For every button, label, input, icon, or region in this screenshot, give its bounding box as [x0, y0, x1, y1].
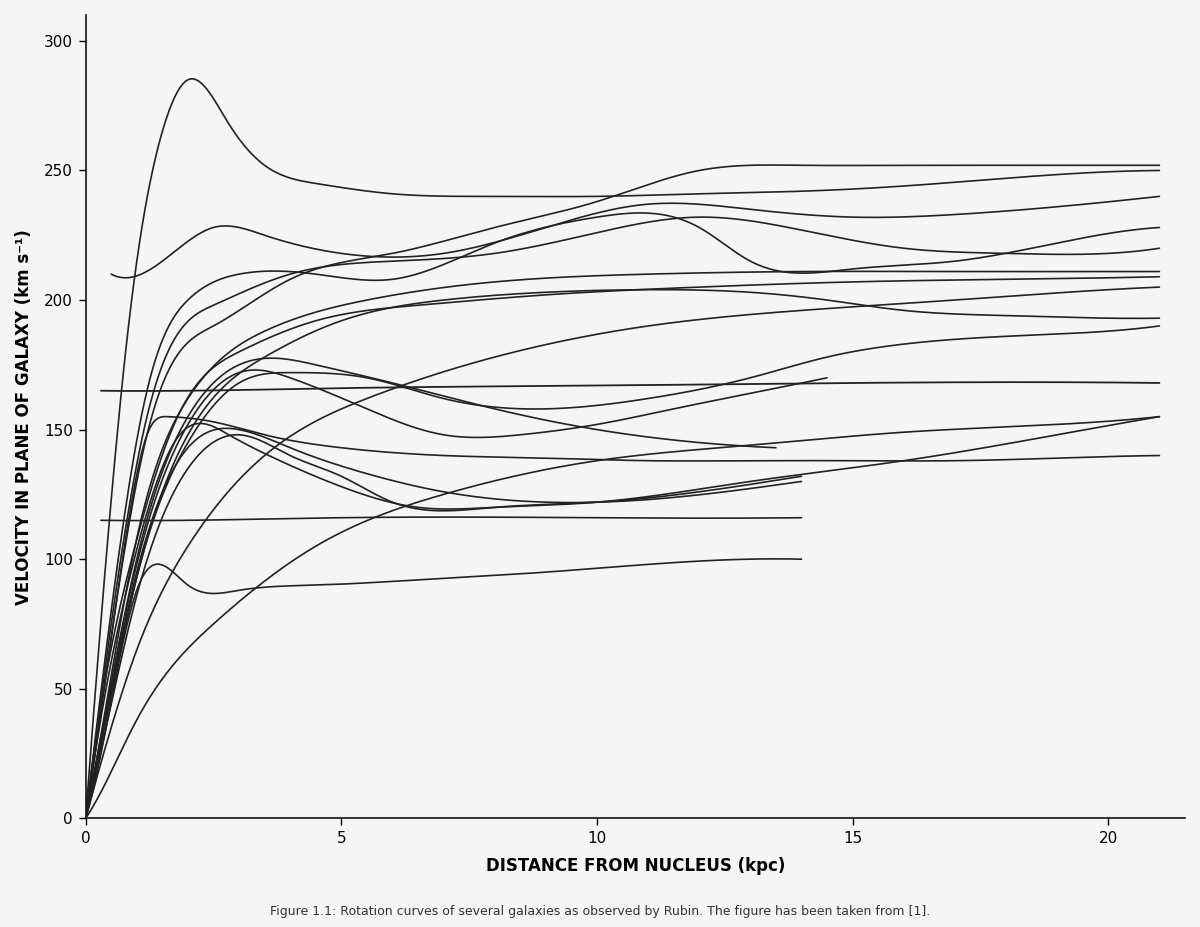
- Text: Figure 1.1: Rotation curves of several galaxies as observed by Rubin. The figure: Figure 1.1: Rotation curves of several g…: [270, 905, 930, 918]
- Y-axis label: VELOCITY IN PLANE OF GALAXY (km s⁻¹): VELOCITY IN PLANE OF GALAXY (km s⁻¹): [14, 229, 34, 604]
- X-axis label: DISTANCE FROM NUCLEUS (kpc): DISTANCE FROM NUCLEUS (kpc): [486, 857, 785, 875]
